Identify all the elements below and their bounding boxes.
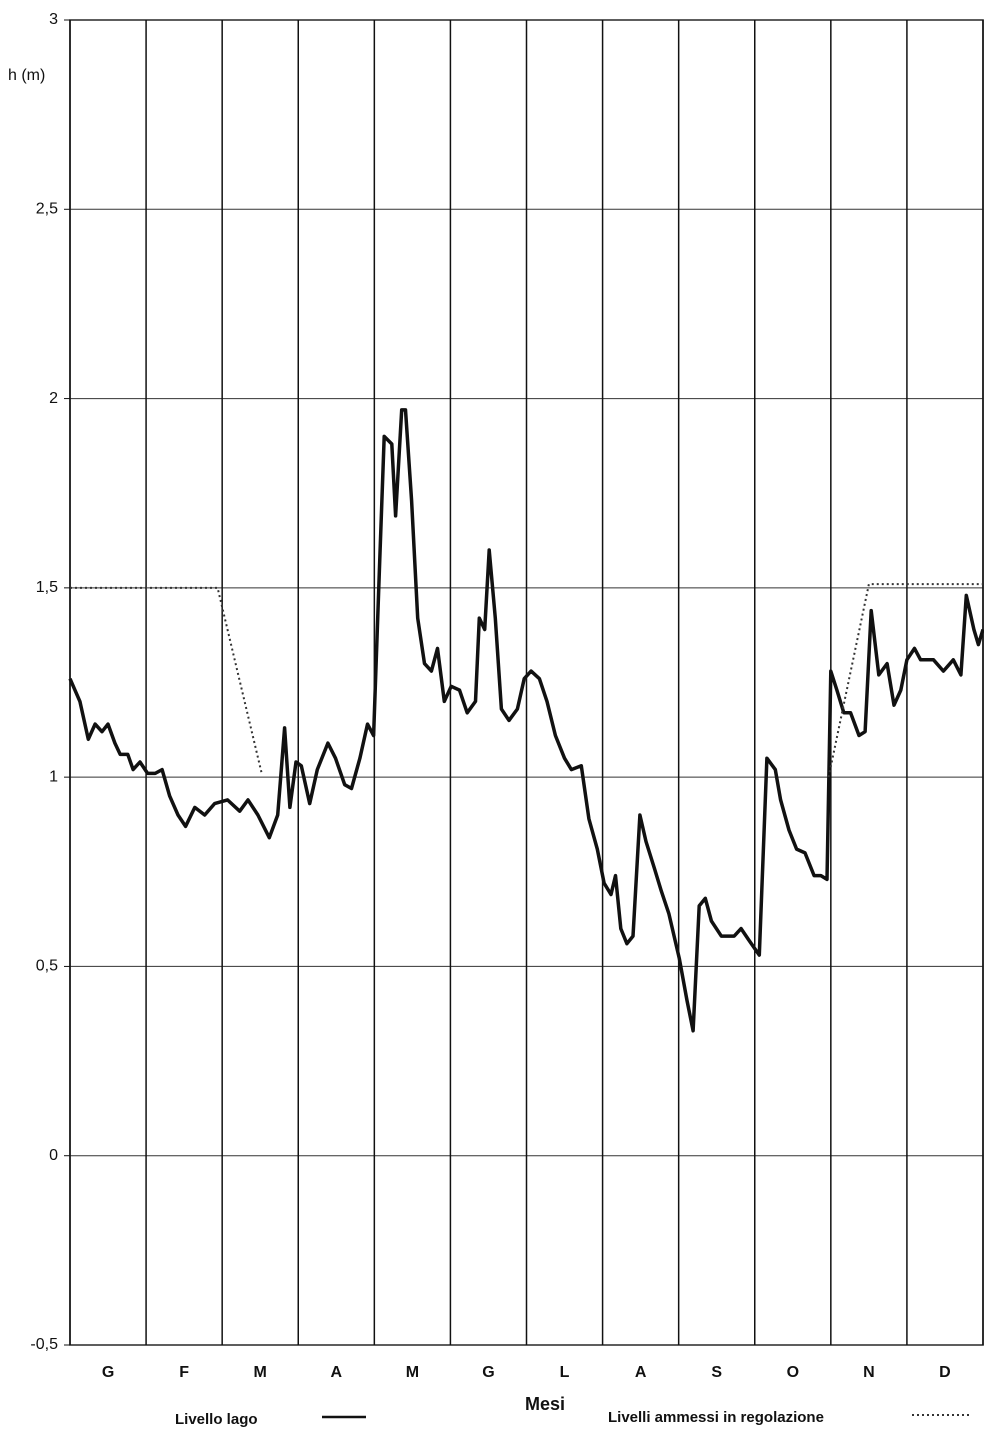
x-tick-label: D	[939, 1364, 951, 1381]
legend-label: Livelli ammessi in regolazione	[608, 1409, 824, 1426]
y-tick-label: 3	[49, 11, 58, 28]
x-axis-label: Mesi	[525, 1394, 565, 1414]
x-tick-label: O	[787, 1364, 799, 1381]
y-tick-label: 2,5	[36, 201, 58, 218]
y-axis-label: h (m)	[8, 67, 45, 84]
y-tick-label: 0	[49, 1147, 58, 1164]
x-tick-label: A	[331, 1364, 343, 1381]
legend-label: Livello lago	[175, 1411, 258, 1428]
y-tick-label: 0,5	[36, 958, 58, 975]
series-line	[68, 408, 984, 1033]
y-tick-label: 1	[49, 768, 58, 785]
y-tick-label: -0,5	[30, 1336, 58, 1353]
y-tick-label: 2	[49, 390, 58, 407]
x-tick-label: M	[406, 1364, 419, 1381]
x-tick-label: A	[635, 1364, 647, 1381]
x-tick-label: G	[102, 1364, 114, 1381]
y-tick-label: 1,5	[36, 579, 58, 596]
x-tick-label: F	[179, 1364, 189, 1381]
x-tick-label: S	[711, 1364, 722, 1381]
x-tick-label: G	[482, 1364, 494, 1381]
x-tick-label: L	[560, 1364, 570, 1381]
series-line	[70, 583, 983, 778]
x-tick-label: N	[863, 1364, 875, 1381]
x-tick-label: M	[254, 1364, 267, 1381]
